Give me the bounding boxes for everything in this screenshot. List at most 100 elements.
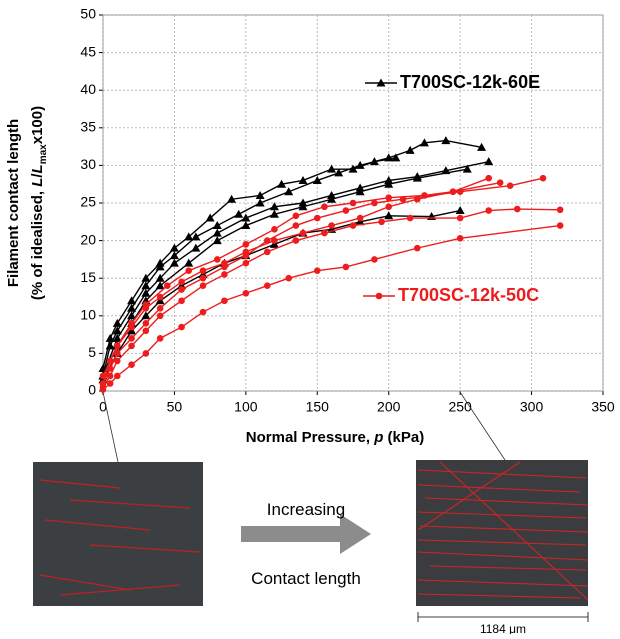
point [506,182,514,190]
arrow-label: Contact length [251,569,361,588]
point [127,311,137,320]
point [299,229,307,237]
x-label-part: Normal Pressure, [246,429,374,446]
point [485,207,493,214]
x-label-part: p [373,429,383,446]
point [142,327,150,335]
point [356,214,364,222]
point [221,297,228,305]
y-tick-label: 0 [88,382,96,398]
point [199,282,207,290]
legend-label: T700SC-12k-60E [400,72,540,92]
point [271,226,278,233]
point [212,221,222,230]
callout [102,391,119,463]
point [342,207,350,214]
point [391,153,401,162]
point [241,221,251,230]
point [212,228,222,237]
point [242,259,250,267]
point [312,175,322,184]
point [242,248,250,256]
point [155,281,165,290]
point [142,301,150,308]
point [369,157,379,166]
point [513,205,521,213]
plot-frame [102,14,604,392]
point [349,222,357,229]
series-line [102,209,461,381]
y-tick-label: 5 [88,344,96,360]
point [155,258,165,267]
point [328,222,335,229]
point [449,188,457,196]
point [156,335,164,342]
point [212,236,222,245]
point [556,222,564,229]
y-label-part: x100) [29,106,46,144]
point [413,195,421,203]
point [298,202,308,211]
point [156,304,164,312]
point [113,350,121,357]
point [213,256,221,263]
point [227,194,237,203]
point [321,229,328,237]
point [221,259,228,267]
legend-label: T700SC-12k-50C [398,285,539,305]
point [292,222,300,229]
y-tick-label: 25 [80,194,96,210]
point [292,237,300,244]
point [485,174,493,182]
point [313,267,321,274]
point [477,142,487,151]
point [141,311,151,320]
point [456,214,464,222]
point [412,173,422,182]
y-tick-label: 35 [80,119,96,135]
y-label-part: L [29,164,46,173]
point [327,164,337,173]
x-tick-label: 250 [448,399,472,415]
y-label: (% of idealised, L/Lmaxx100) [29,106,49,300]
series-line [102,139,482,377]
point [169,251,179,260]
point [406,214,414,222]
point [539,174,547,182]
point [334,168,344,177]
point [112,318,122,327]
point [169,243,179,252]
x-tick-label: 150 [306,399,330,415]
x-tick-label: 50 [167,399,183,415]
y-label-part: (% of idealised, [29,187,46,300]
point [128,342,135,350]
point [263,248,271,256]
point [456,235,464,242]
point [313,214,321,222]
point [199,274,207,282]
point [106,372,114,380]
left-image [33,462,203,606]
point [127,296,137,305]
y-tick-label: 10 [80,307,96,323]
point [199,308,207,316]
point [371,256,378,263]
point [441,136,451,145]
point [142,320,150,327]
point [419,138,429,147]
point [348,164,358,173]
point [385,203,393,211]
point [421,192,428,199]
point [484,157,494,166]
point [375,292,383,300]
scale-label: 1184 μm [480,622,526,634]
right-image [416,460,589,606]
point [292,212,300,220]
point [178,297,185,305]
point [385,194,393,202]
point [378,218,385,226]
point [141,281,151,290]
point [141,288,151,297]
x-tick-label: 100 [234,399,258,415]
point [169,258,179,267]
